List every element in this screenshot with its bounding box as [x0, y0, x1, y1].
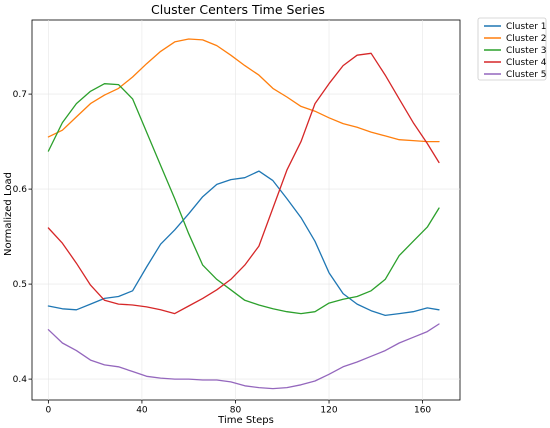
series-line-cluster-4 [47, 52, 440, 315]
y-axis-label: Normalized Load [3, 172, 14, 256]
y-tick-label: 0.5 [13, 280, 27, 290]
legend-frame [477, 17, 547, 81]
legend-label-cluster-4: Cluster 4 [506, 58, 547, 68]
series-line-cluster-5 [47, 323, 440, 390]
y-axis-ticks: 0.4 0.5 0.6 0.7 [13, 90, 32, 385]
legend: Cluster 1 Cluster 2 Cluster 3 Cluster 4 Clus… [477, 17, 547, 81]
series-line-cluster-3 [47, 83, 440, 315]
x-tick-label: 120 [320, 406, 337, 416]
grid [32, 20, 460, 400]
x-tick-label: 160 [414, 406, 431, 416]
x-tick-label: 80 [230, 406, 242, 416]
series-line-cluster-2 [47, 38, 440, 143]
legend-label-cluster-5: Cluster 5 [506, 70, 547, 80]
series-line-cluster-1 [47, 170, 440, 317]
legend-label-cluster-2: Cluster 2 [506, 34, 547, 44]
y-tick-label: 0.4 [13, 375, 28, 385]
x-axis-label: Time Steps [217, 415, 274, 426]
plot-area-frame [31, 19, 461, 401]
x-axis-ticks: 0 40 80 120 160 [46, 400, 431, 416]
series-lines [47, 38, 440, 390]
x-tick-label: 40 [136, 406, 148, 416]
legend-label-cluster-3: Cluster 3 [506, 46, 547, 56]
chart-title: Cluster Centers Time Series [151, 2, 325, 17]
legend-label-cluster-1: Cluster 1 [506, 22, 547, 32]
y-tick-label: 0.6 [13, 185, 28, 195]
y-tick-label: 0.7 [13, 90, 27, 100]
x-tick-label: 0 [46, 406, 52, 416]
